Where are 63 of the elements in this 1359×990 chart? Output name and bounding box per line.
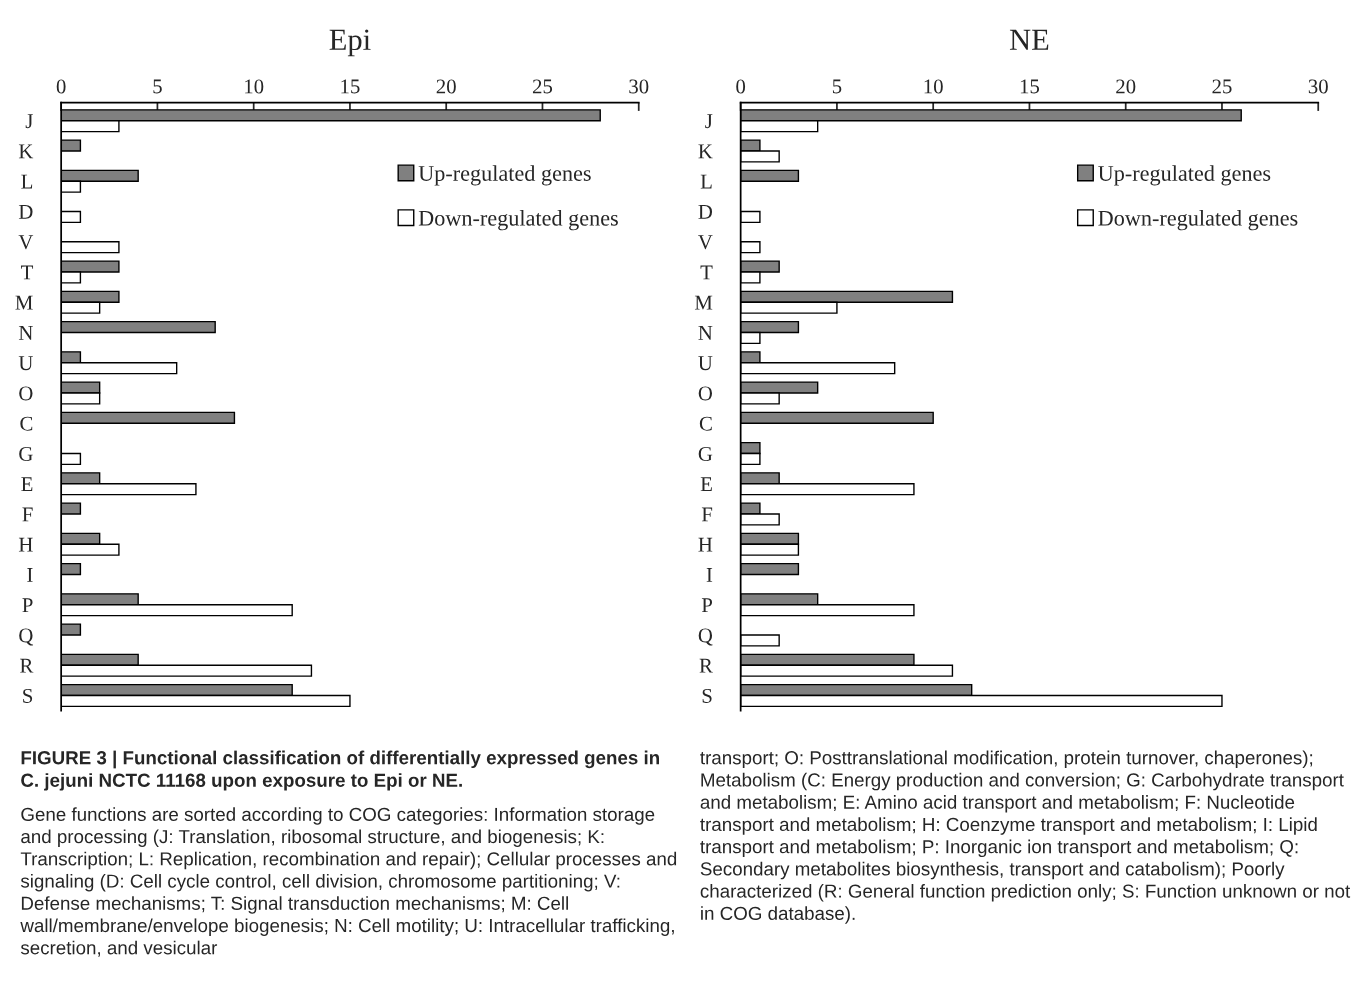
y-tick-label: C — [699, 416, 712, 431]
y-tick-label: K — [18, 144, 34, 159]
y-tick-label: F — [701, 507, 713, 522]
legend-label: Down-regulated genes — [1098, 210, 1298, 231]
text: transport; O: Posttranslational modification, protein turnover, chaperones); Metabolism (C: Energy production and conversion; G: Carbohydrate transport and metabolism; E: Amino acid transport and metabolism; F: Nucleotide transport and metabolism; H: Coenzyme transport and metabolism; I: Lipid transport and metabolism; P: Inorganic ion transport and metabolism; Q: Secondary metabolites biosynthesis, transport and catabolism); Poorly characterized (R: General function prediction only; S: Function unknown or not in COG database). — [700, 750, 1351, 924]
y-tick-label: N — [698, 326, 713, 340]
y-tick-label: V — [18, 235, 34, 250]
y-tick-label: J — [25, 114, 33, 129]
y-tick-label: T — [21, 265, 34, 280]
x-tick-label: 0 — [56, 79, 66, 94]
x-tick-label: 20 — [1116, 79, 1136, 94]
x-tick-label: 30 — [1308, 79, 1328, 94]
x-tick-label: 15 — [1020, 79, 1040, 94]
y-tick-label: H — [18, 537, 33, 552]
legend-label: Down-regulated genes — [418, 210, 618, 231]
y-tick-label: D — [698, 205, 713, 219]
y-tick-label: T — [700, 265, 713, 280]
caption: FIGURE 3 | Functional classification of differentially expressed genes in C. jejuni NCTC 11168 upon exposure to Epi or NE. — [21, 750, 659, 791]
y-tick-label: K — [698, 144, 713, 159]
y-tick-label: U — [698, 356, 713, 371]
y-tick-label: U — [18, 356, 33, 371]
x-tick-label: 0 — [736, 79, 746, 94]
chart-title: NE — [1009, 29, 1049, 50]
y-tick-label: E — [21, 477, 33, 491]
y-tick-label: F — [22, 507, 33, 522]
y-tick-label: M — [694, 295, 713, 310]
x-tick-label: 30 — [629, 79, 649, 94]
y-tick-label: H — [698, 537, 713, 552]
y-tick-label: S — [702, 688, 712, 703]
y-tick-label: I — [27, 568, 33, 582]
y-tick-label: R — [20, 658, 34, 673]
y-tick-label: Q — [19, 628, 34, 646]
x-tick-label: 25 — [1212, 79, 1232, 94]
y-tick-label: L — [21, 174, 33, 189]
y-tick-label: P — [701, 598, 713, 612]
y-tick-label: O — [698, 386, 713, 401]
y-tick-label: R — [699, 658, 713, 673]
x-tick-label: 10 — [245, 79, 264, 94]
y-tick-label: G — [19, 446, 33, 461]
y-tick-label: P — [22, 598, 33, 612]
x-tick-label: 5 — [832, 79, 842, 94]
y-tick-label: G — [698, 446, 713, 461]
x-tick-label: 10 — [924, 79, 943, 94]
y-tick-label: V — [698, 235, 713, 250]
chart-title: Epi — [329, 29, 371, 57]
text: Gene functions are sorted according to COG categories: Information storage and processing (J: Translation, ribosomal structure, and biogenesis; K: Transcription; L: Replication, recombination and repair); Cellular processes and signaling (D: Cell cycle control, cell division, chromosome partitioning; V: Defense mechanisms; T: Signal transduction mechanisms; M: Cell wall/membrane/envelope biogenesis; N: Cell motility; U: Intracellular trafficking, secretion, and vesicular — [20, 807, 677, 957]
x-tick-label: 20 — [436, 79, 456, 94]
x-tick-label: 15 — [341, 79, 360, 94]
y-tick-label: O — [19, 386, 33, 401]
y-tick-label: N — [18, 326, 33, 340]
y-tick-label: J — [705, 114, 713, 129]
y-tick-label: E — [700, 477, 712, 491]
y-tick-label: C — [20, 416, 33, 431]
y-tick-label: Q — [698, 628, 713, 646]
legend-label: Up-regulated genes — [418, 165, 591, 186]
y-tick-label: M — [15, 295, 33, 310]
y-tick-label: S — [23, 688, 33, 703]
x-tick-label: 25 — [532, 79, 553, 94]
y-tick-label: D — [18, 205, 33, 219]
legend-label: Up-regulated genes — [1098, 165, 1271, 186]
y-tick-label: L — [700, 174, 712, 189]
x-tick-label: 5 — [153, 79, 162, 94]
y-tick-label: I — [706, 568, 713, 582]
